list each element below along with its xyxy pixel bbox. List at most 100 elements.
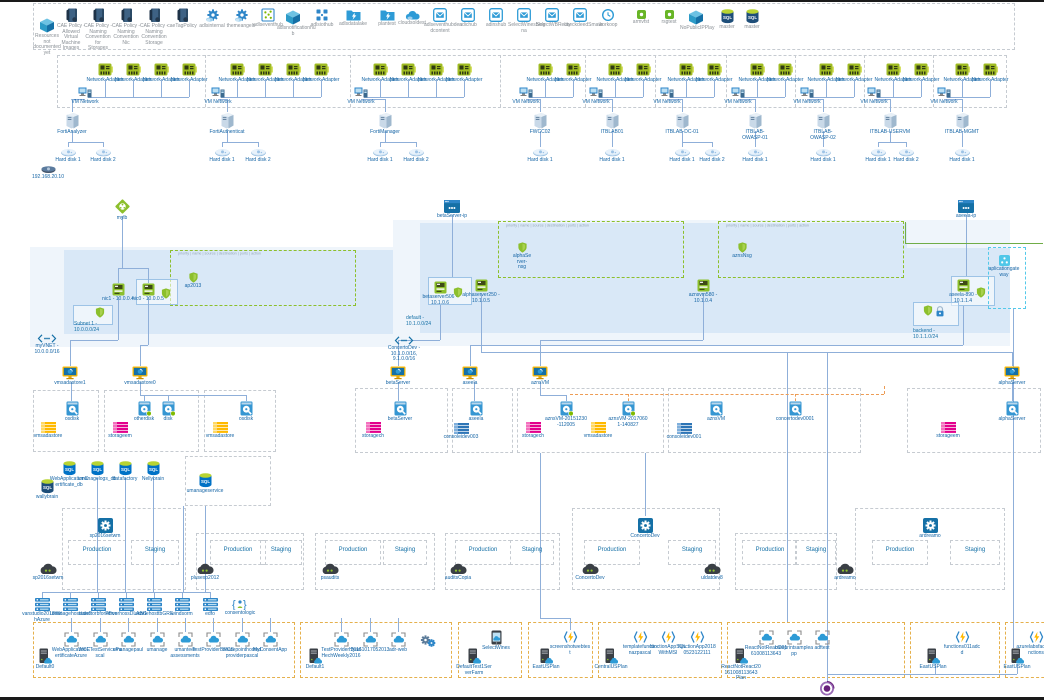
vm-group-network-adapter[interactable]: Network Adapter xyxy=(964,62,1016,84)
hard-disk-hard-disk-1[interactable]: Hard disk 1 xyxy=(852,148,904,164)
vm-group-network-adapter[interactable]: Network Adapter xyxy=(267,62,319,84)
toolbar-cae-policy[interactable]: CAE Policy - Naming Convention Storage xyxy=(138,8,170,46)
server-farm-standtorbforpbon[interactable]: standtorbforPBon xyxy=(72,598,124,618)
network-shield[interactable] xyxy=(161,288,171,299)
vm-group-network-adapter[interactable]: Network Adapter xyxy=(731,62,783,84)
compute-aseela[interactable]: aseela xyxy=(444,366,496,387)
vm-group-network-adapter[interactable]: Network Adapter xyxy=(239,62,291,84)
vm-group-vm-network[interactable]: VM Network xyxy=(712,86,764,106)
toolbar-themeangels[interactable]: themeangels xyxy=(225,8,257,30)
app-service-plan-psaudits[interactable]: psaudits xyxy=(304,563,356,582)
toolbar-armvfst[interactable]: armvfst xyxy=(625,10,657,26)
compute-otherdisk[interactable]: otherdisk xyxy=(118,401,170,423)
vm-group-network-adapter[interactable]: Network Adapter xyxy=(617,62,669,84)
network-ap2013[interactable]: ap2013 xyxy=(167,272,219,290)
app-functionapp2018[interactable]: functionApp2018 0523122111 xyxy=(671,630,723,656)
vm-group-vm-network[interactable]: VM Network xyxy=(641,86,693,106)
app-eastusplan[interactable]: EastUSPlan xyxy=(991,648,1043,671)
server-farm-vanstudio2016wit[interactable]: vanstudio2016Wit hAzure xyxy=(16,598,68,623)
server-farm-anadehosttbgre[interactable]: anadehosttbGRE xyxy=(128,598,180,618)
vm-group-network-adapter[interactable]: Network Adapter xyxy=(828,62,880,84)
app-20161017052013[interactable]: 20161017052013 xyxy=(344,632,396,654)
compute-osdisk[interactable]: osdisk xyxy=(46,401,98,423)
vm-group-vm-network[interactable]: VM Network xyxy=(918,86,970,106)
vm-group-network-adapter[interactable]: Network Adapter xyxy=(211,62,263,84)
network-mylb[interactable]: mylb xyxy=(96,198,148,222)
toolbar-adinshub[interactable]: adinshub xyxy=(480,8,512,29)
vm-group-network-adapter[interactable]: Network Adapter xyxy=(354,62,406,84)
vm-group-network-adapter[interactable]: Network Adapter xyxy=(867,62,919,84)
vm-group-network-adapter[interactable]: Network Adapter xyxy=(519,62,571,84)
hard-disk-hard-disk-2[interactable]: Hard disk 2 xyxy=(77,148,129,164)
sql-wallybrain[interactable]: SQL wallybrain xyxy=(21,478,73,501)
network-alphase[interactable]: alphaSe rver- nsg xyxy=(496,242,548,271)
network-nic0-10-0-0-5[interactable]: nic0 - 10.0.0.5 xyxy=(122,283,174,303)
network-aplicationgate[interactable]: aplicationgate way xyxy=(978,255,1030,278)
app-wcftestservicepa[interactable]: WCFTestServicePa scal xyxy=(74,632,126,659)
app-azurelabsfacilefu[interactable]: azurelabsfacileFu nctions xyxy=(1010,630,1044,656)
toolbar-adlseventhubdea[interactable]: adlseventhubdea dcontent xyxy=(424,8,462,34)
vm-group-vm-network[interactable]: VM Network xyxy=(781,86,833,106)
vm-group-vm-network[interactable]: VM Network xyxy=(335,86,387,106)
virtual-machine-itblab[interactable]: ITBLAB- OWASP-01 xyxy=(729,112,781,141)
server-farm-serverhossdlabg[interactable]: serverhossDLABG xyxy=(100,598,152,618)
app-screenshotwebtes[interactable]: screenshotwebtes t xyxy=(544,630,596,656)
toolbar-cae-policy[interactable]: CAE Policy - Naming Convention Nic xyxy=(110,8,142,46)
compute-vmsadastore[interactable]: vmsadastore xyxy=(572,422,624,440)
app-defaulttest1ser[interactable]: DefaultTest1Ser verFarm xyxy=(448,648,500,676)
vm-group-vm-network[interactable]: VM Network xyxy=(59,86,111,106)
vm-group-network-adapter[interactable]: Network Adapter xyxy=(79,62,131,84)
vm-group-network-adapter[interactable]: Network Adapter xyxy=(295,62,347,84)
app-adftest[interactable]: adftest xyxy=(796,630,848,652)
vm-group-network-adapter[interactable]: Network Adapter xyxy=(107,62,159,84)
vm-group-network-adapter[interactable]: Network Adapter xyxy=(163,62,215,84)
app-testproviderbncs[interactable]: TestProviderBNCS xyxy=(187,632,239,654)
app-service-plan-auditscopia[interactable]: auditsCopia xyxy=(432,563,484,582)
network-lock[interactable] xyxy=(936,306,945,317)
hard-disk-hard-disk-2[interactable]: Hard disk 2 xyxy=(232,148,284,164)
app-service-plan-ardreamo[interactable]: ardreamo xyxy=(819,563,871,582)
server-farm-edfo[interactable]: edfo xyxy=(184,598,236,618)
vm-group-network-adapter[interactable]: Network Adapter xyxy=(759,62,811,84)
hard-disk-hard-disk-2[interactable]: Hard disk 2 xyxy=(390,148,442,164)
vm-group-network-adapter[interactable]: Network Adapter xyxy=(660,62,712,84)
toolbar-master[interactable]: SQL master xyxy=(736,8,768,31)
compute-vmsadastore1[interactable]: vmsadastore1 xyxy=(44,366,96,387)
hard-disk-hard-disk-1[interactable]: Hard disk 1 xyxy=(936,148,988,164)
app-trafficmgr[interactable] xyxy=(820,681,835,696)
vm-group-network-adapter[interactable]: Network Adapter xyxy=(547,62,599,84)
app-templatefunctio[interactable]: templatefunctio nazpascal xyxy=(614,630,666,656)
compute-betaserver[interactable]: betaServer xyxy=(374,401,426,423)
hard-disk-hard-disk-1[interactable]: Hard disk 1 xyxy=(42,148,94,164)
vm-group-network-adapter[interactable]: Network Adapter xyxy=(589,62,641,84)
toolbar-rsgtest[interactable]: rsgtest xyxy=(653,10,685,26)
hard-disk-hard-disk-1[interactable]: Hard disk 1 xyxy=(354,148,406,164)
app-adr-web[interactable]: adr-web xyxy=(372,632,424,654)
sql-nellybrain[interactable]: SQL Nellybrain xyxy=(127,460,179,483)
vm-group-network-adapter[interactable]: Network Adapter xyxy=(438,62,490,84)
compute-aseela[interactable]: aseela xyxy=(450,401,502,423)
compute-disk[interactable]: disk xyxy=(142,401,194,423)
network-concertodev[interactable]: ConcertoDev - 10.1.0.0/16, 9.1.0.0/16 xyxy=(378,336,430,363)
toolbar-adlsinternal[interactable]: adlsinternal xyxy=(196,8,228,30)
app-default0[interactable]: Default0 xyxy=(19,648,71,671)
app-blueprintsamplea[interactable]: blueprintsamplea pp xyxy=(768,630,820,657)
app-reactnotreact20[interactable]: ReactNotReact20 161008113643 Plan xyxy=(715,648,767,682)
vm-group-network-adapter[interactable]: Network Adapter xyxy=(895,62,947,84)
compute-concertodev0001[interactable]: concertodev0001 xyxy=(769,401,821,423)
network-shield[interactable] xyxy=(453,287,463,298)
network-192-168-20-10[interactable]: 192.168.20.10 xyxy=(22,165,74,181)
toolbar-adlsiothub[interactable]: adlsiothub xyxy=(306,8,338,29)
hard-disk-hard-disk-1[interactable]: Hard disk 1 xyxy=(586,148,638,164)
app-centralusplan[interactable]: CentralUSPlan xyxy=(585,648,637,671)
network-aznsnsg[interactable]: aznsNsg xyxy=(716,242,768,260)
app-service-plan-ardreamo[interactable]: ardreamo xyxy=(904,518,956,540)
app-gearspair[interactable] xyxy=(420,634,436,647)
toolbar-adichub[interactable]: adichub xyxy=(452,8,484,29)
hard-disk-hard-disk-2[interactable]: Hard disk 2 xyxy=(880,148,932,164)
app-service-plan-uldatdev8[interactable]: uldatdev8 xyxy=(686,563,738,582)
sql-umanagelogs-db[interactable]: SQL umanagelogs_db xyxy=(71,460,123,483)
compute-storageem[interactable]: storageem xyxy=(94,422,146,440)
toolbar-cloudsoldest[interactable]: cloudsoldest xyxy=(396,10,428,27)
app-sharepointhosted[interactable]: sharepointhosted providerpascal xyxy=(216,632,268,659)
